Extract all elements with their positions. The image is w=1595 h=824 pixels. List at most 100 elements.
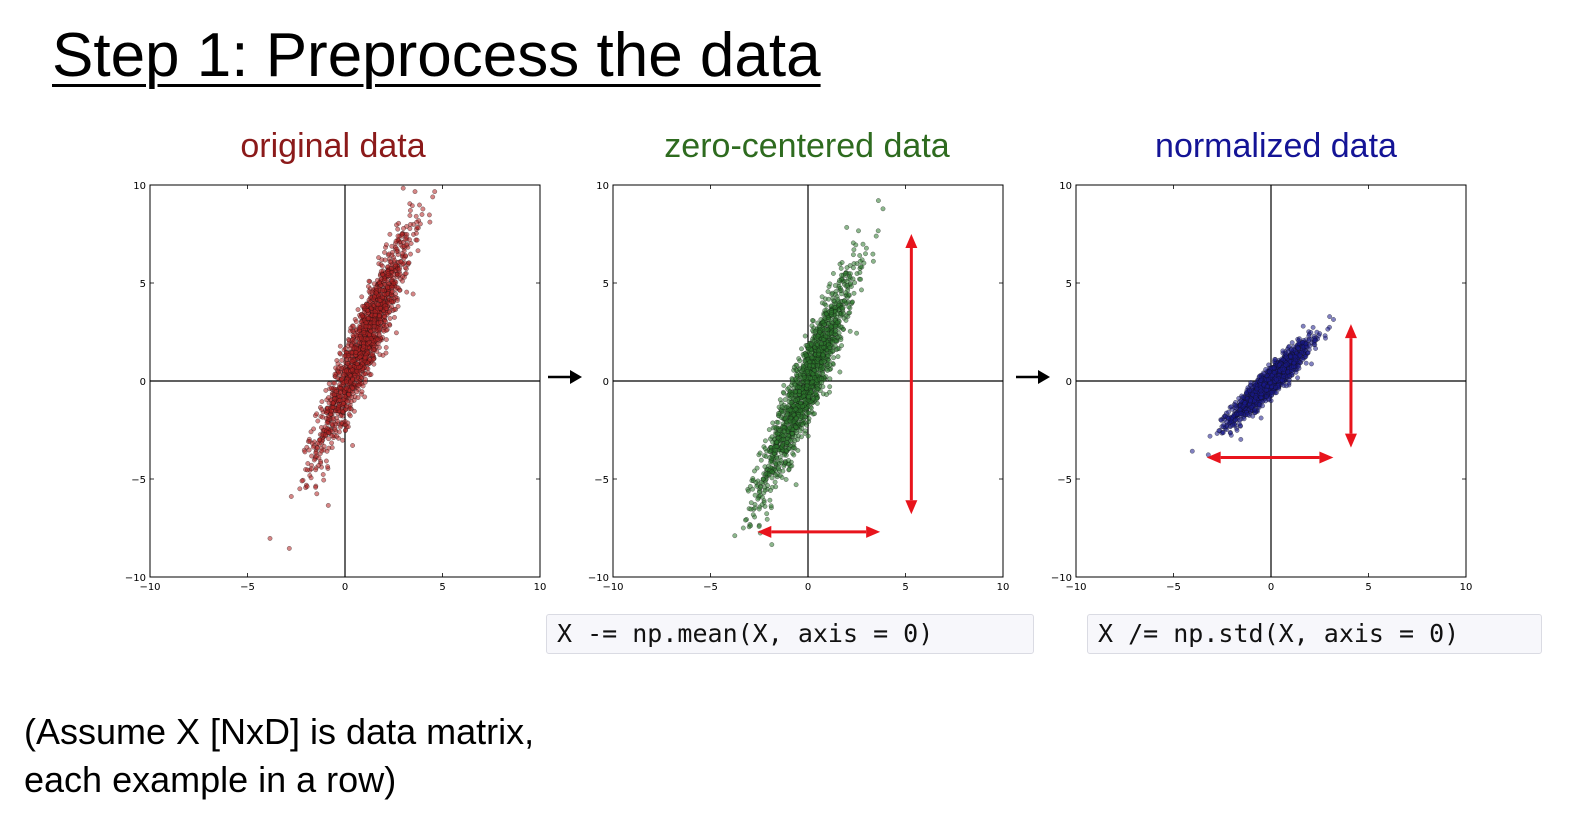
chart-title-zero-centered: zero-centered data bbox=[664, 127, 950, 165]
data-point bbox=[791, 364, 797, 370]
data-point bbox=[359, 389, 365, 395]
y-tick-label: −10 bbox=[125, 573, 146, 584]
data-point bbox=[851, 247, 857, 253]
data-point bbox=[387, 316, 393, 321]
data-point bbox=[793, 416, 799, 422]
y-tick-label: 0 bbox=[140, 377, 146, 388]
note-line: each example in a row) bbox=[24, 759, 397, 800]
x-tick-label: 0 bbox=[342, 582, 348, 593]
data-point bbox=[395, 233, 401, 239]
data-point bbox=[414, 225, 420, 230]
vertical-spread-arrow bbox=[1344, 324, 1357, 448]
data-point bbox=[804, 383, 810, 388]
data-point bbox=[1257, 373, 1262, 379]
data-point bbox=[823, 327, 829, 333]
data-point bbox=[810, 318, 815, 323]
data-point bbox=[363, 324, 369, 329]
data-point bbox=[1331, 317, 1336, 322]
data-point bbox=[1283, 362, 1289, 368]
data-point bbox=[1238, 411, 1244, 416]
data-point bbox=[344, 368, 349, 374]
data-point bbox=[772, 424, 778, 430]
data-point bbox=[783, 477, 789, 482]
data-point bbox=[839, 260, 845, 265]
data-point bbox=[299, 478, 305, 484]
data-point bbox=[415, 248, 421, 254]
data-point bbox=[344, 379, 349, 385]
data-point bbox=[875, 228, 881, 234]
data-point bbox=[316, 463, 321, 468]
data-point bbox=[773, 444, 779, 449]
data-point bbox=[762, 446, 768, 451]
data-point bbox=[851, 261, 857, 266]
chart-title-normalized: normalized data bbox=[1155, 127, 1397, 165]
data-point bbox=[1284, 383, 1289, 389]
data-point bbox=[329, 433, 335, 439]
data-point bbox=[332, 371, 338, 377]
data-point bbox=[413, 213, 419, 219]
y-tick-label: −5 bbox=[131, 475, 146, 486]
data-point bbox=[838, 266, 844, 271]
data-point bbox=[384, 323, 389, 329]
data-point bbox=[382, 250, 387, 255]
data-point bbox=[807, 363, 812, 369]
data-point bbox=[1289, 347, 1294, 352]
data-point bbox=[780, 389, 786, 395]
y-tick-label: 10 bbox=[133, 181, 146, 192]
data-point bbox=[396, 220, 401, 226]
data-point bbox=[814, 371, 820, 377]
data-point bbox=[391, 281, 397, 286]
data-point bbox=[871, 258, 876, 264]
x-tick-label: 10 bbox=[1460, 582, 1473, 593]
data-point bbox=[356, 365, 362, 370]
data-point bbox=[397, 271, 403, 277]
data-point bbox=[777, 397, 783, 403]
data-point bbox=[412, 189, 418, 194]
data-point bbox=[362, 394, 368, 400]
data-point bbox=[825, 289, 831, 294]
data-point bbox=[1327, 314, 1332, 319]
data-point bbox=[848, 281, 853, 286]
x-tick-label: −5 bbox=[1166, 582, 1181, 593]
data-point bbox=[324, 448, 330, 454]
data-point bbox=[1289, 340, 1295, 345]
data-point bbox=[760, 476, 766, 482]
data-point bbox=[781, 383, 787, 388]
data-point bbox=[780, 468, 786, 474]
data-point bbox=[1228, 432, 1234, 438]
x-tick-label: −10 bbox=[139, 582, 160, 593]
data-point bbox=[350, 333, 356, 338]
data-point bbox=[1307, 343, 1313, 349]
data-point bbox=[838, 285, 843, 291]
data-point bbox=[353, 349, 359, 355]
data-point bbox=[1306, 333, 1312, 339]
data-point bbox=[355, 395, 361, 400]
data-point bbox=[320, 472, 326, 477]
data-point bbox=[843, 271, 848, 276]
data-point bbox=[378, 306, 383, 311]
data-point bbox=[766, 427, 772, 432]
data-point bbox=[288, 494, 294, 499]
data-point bbox=[385, 285, 390, 291]
data-point bbox=[375, 337, 381, 342]
data-point bbox=[1264, 394, 1269, 399]
data-point bbox=[818, 317, 824, 322]
data-point bbox=[821, 345, 827, 350]
data-point bbox=[329, 385, 334, 391]
y-tick-label: 5 bbox=[603, 279, 609, 290]
data-point bbox=[337, 343, 343, 349]
data-point bbox=[830, 348, 836, 354]
data-point bbox=[401, 226, 406, 231]
data-point bbox=[389, 299, 394, 304]
data-point bbox=[815, 356, 821, 362]
data-point bbox=[383, 306, 389, 311]
data-point bbox=[367, 357, 373, 363]
data-point bbox=[768, 503, 774, 509]
data-point bbox=[767, 497, 773, 503]
data-point bbox=[417, 202, 422, 208]
data-point bbox=[309, 453, 314, 459]
data-point bbox=[430, 194, 436, 200]
data-point bbox=[382, 257, 388, 263]
data-point bbox=[337, 429, 342, 435]
y-tick-label: −10 bbox=[1051, 573, 1072, 584]
